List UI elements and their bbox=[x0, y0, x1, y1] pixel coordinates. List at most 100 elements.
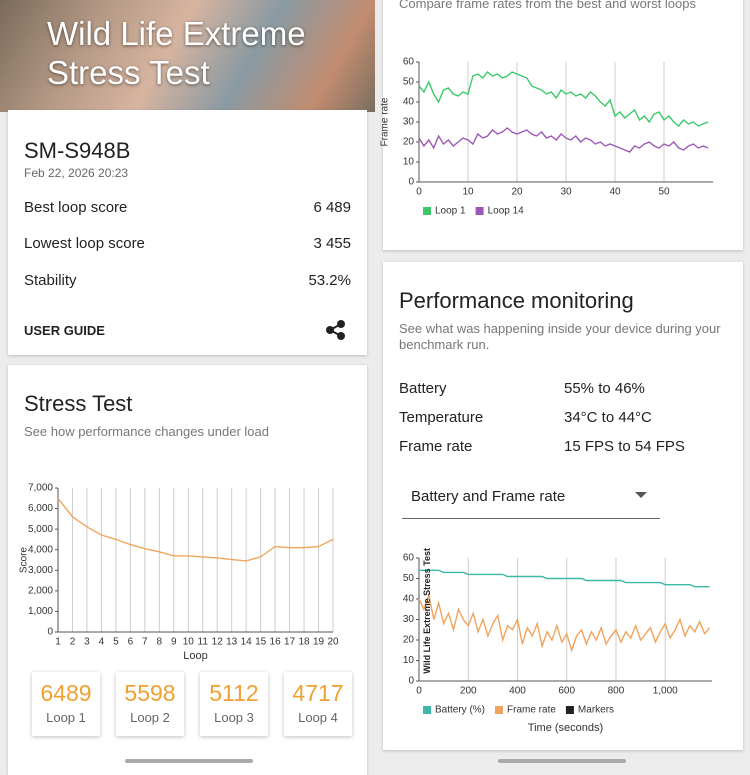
legend-swatch bbox=[423, 706, 431, 714]
row-value: 3 455 bbox=[313, 235, 351, 252]
scroll-indicator bbox=[498, 759, 626, 763]
loop-card[interactable]: 5112 Loop 3 bbox=[200, 672, 268, 736]
y-tick-label: 4,000 bbox=[28, 544, 53, 555]
series-line bbox=[418, 592, 711, 653]
x-tick-label: 15 bbox=[255, 637, 267, 648]
x-tick-label: 4 bbox=[99, 637, 105, 648]
loop-card[interactable]: 6489 Loop 1 bbox=[32, 672, 100, 736]
y-tick-label: 30 bbox=[403, 117, 415, 128]
row-value: 6 489 bbox=[313, 199, 351, 216]
row-label: Temperature bbox=[399, 409, 484, 426]
y-tick-label: 0 bbox=[47, 627, 53, 638]
x-tick-label: 12 bbox=[212, 637, 224, 648]
x-tick-label: 600 bbox=[558, 686, 575, 697]
section-title: Performance monitoring bbox=[399, 288, 634, 313]
y-tick-label: 50 bbox=[403, 77, 415, 88]
x-tick-label: 20 bbox=[327, 637, 339, 648]
legend-label: Battery (%) bbox=[435, 705, 485, 716]
loop-score: 4717 bbox=[292, 680, 344, 706]
loop-label: Loop 4 bbox=[298, 710, 338, 725]
x-tick-label: 0 bbox=[416, 686, 422, 697]
x-tick-label: 13 bbox=[226, 637, 238, 648]
series-line bbox=[419, 569, 710, 588]
x-tick-label: 16 bbox=[270, 637, 282, 648]
summary-card: SM-S948B Feb 22, 2026 20:23 Best loop sc… bbox=[8, 110, 367, 355]
x-tick-label: 5 bbox=[113, 637, 119, 648]
y-tick-label: 6,000 bbox=[28, 503, 53, 514]
x-tick-label: 14 bbox=[241, 637, 253, 648]
y-tick-label: 7,000 bbox=[28, 483, 53, 494]
legend-swatch bbox=[495, 706, 504, 714]
user-guide[interactable]: USER GUIDE bbox=[24, 323, 105, 338]
performance-chart: 0 200 400 600 800 1,000 0 10 20 30 40 50 60 Time (sec… bbox=[403, 548, 712, 734]
device: SM-S948B bbox=[24, 138, 131, 163]
y-tick-label: 60 bbox=[403, 553, 415, 564]
x-tick-label: 10 bbox=[183, 637, 195, 648]
y-tick-label: 40 bbox=[403, 594, 415, 605]
row-label: Lowest loop score bbox=[24, 235, 145, 252]
row-value: 15 FPS to 54 FPS bbox=[564, 438, 685, 455]
y-axis-label: Frame rate bbox=[380, 97, 391, 146]
scroll-indicator bbox=[125, 759, 253, 763]
x-tick-label: 1 bbox=[55, 637, 61, 648]
y-tick-label: 3,000 bbox=[28, 565, 53, 576]
x-tick-label: 17 bbox=[284, 637, 296, 648]
x-tick-label: 400 bbox=[509, 686, 526, 697]
loop-score: 6489 bbox=[40, 680, 92, 706]
loop-label: Loop 2 bbox=[130, 710, 170, 725]
stress-chart: 1 2 3 4 5 6 7 8 9 10 11 12 13 14 15 16 17 18 19 2001,0002,0… bbox=[19, 483, 339, 662]
y-tick-label: 0 bbox=[408, 177, 414, 188]
header-title: Wild Life Extreme Stress Test bbox=[47, 15, 306, 91]
x-tick-label: 20 bbox=[511, 187, 523, 198]
legend-label: Frame rate bbox=[507, 705, 556, 716]
x-tick-label: 200 bbox=[460, 686, 477, 697]
x-tick-label: 9 bbox=[171, 637, 177, 648]
loop-score: 5112 bbox=[209, 680, 259, 706]
y-tick-label: 1,000 bbox=[28, 606, 53, 617]
stress-card: Stress Test See how performance changes … bbox=[8, 365, 367, 775]
x-tick-label: 18 bbox=[298, 637, 310, 648]
series-line bbox=[418, 71, 709, 127]
loop-score: 5598 bbox=[124, 680, 176, 706]
dropdown[interactable]: Battery and Frame rate bbox=[411, 488, 566, 505]
y-tick-label: 10 bbox=[403, 655, 415, 666]
x-tick-label: 11 bbox=[198, 637, 209, 648]
y-axis-label: Score bbox=[19, 547, 30, 574]
x-tick-label: 7 bbox=[142, 637, 148, 648]
x-axis-label: Loop bbox=[183, 650, 207, 662]
y-tick-label: 20 bbox=[403, 635, 415, 646]
share-icon[interactable] bbox=[326, 320, 346, 340]
legend-swatch bbox=[565, 706, 574, 714]
y-tick-label: 2,000 bbox=[28, 585, 53, 596]
x-tick-label: 40 bbox=[609, 187, 621, 198]
frame-rate-chart: 0 10 20 30 40 50 0 10 20 30 40 50 60 Frame rate Loop 1… bbox=[380, 57, 713, 217]
y-tick-label: 60 bbox=[403, 57, 415, 68]
row-value: 55% to 46% bbox=[564, 380, 645, 397]
dropdown-arrow[interactable] bbox=[635, 492, 647, 500]
loop-label: Loop 3 bbox=[214, 710, 254, 725]
row-label: Best loop score bbox=[24, 199, 128, 216]
loop-card[interactable]: 5598 Loop 2 bbox=[116, 672, 184, 736]
x-tick-label: 30 bbox=[560, 187, 572, 198]
dropdown-underline bbox=[402, 518, 660, 519]
date: Feb 22, 2026 20:23 bbox=[24, 166, 129, 180]
y-tick-label: 0 bbox=[408, 676, 414, 687]
y-tick-label: 40 bbox=[403, 97, 415, 108]
legend-swatch bbox=[475, 207, 484, 215]
legend-label: Markers bbox=[578, 705, 614, 716]
series-line bbox=[57, 498, 334, 562]
row-value: 34°C to 44°C bbox=[564, 409, 652, 426]
y-tick-label: 20 bbox=[403, 137, 415, 148]
row-label: Frame rate bbox=[399, 438, 473, 455]
loop-card[interactable]: 4717 Loop 4 bbox=[284, 672, 352, 736]
marker-label: Wild Life Extreme Stress Test bbox=[422, 548, 432, 674]
row-value: 53.2% bbox=[308, 272, 351, 289]
y-tick-label: 50 bbox=[403, 573, 415, 584]
section-subtitle: See what was happening inside your devic… bbox=[399, 321, 721, 352]
x-tick-label: 10 bbox=[462, 187, 474, 198]
x-axis-label: Time (seconds) bbox=[528, 722, 603, 734]
row-label: Stability bbox=[24, 272, 77, 289]
frame-rate-card: Compare frame rates from the best and wo… bbox=[380, 0, 743, 250]
x-tick-label: 6 bbox=[128, 637, 134, 648]
